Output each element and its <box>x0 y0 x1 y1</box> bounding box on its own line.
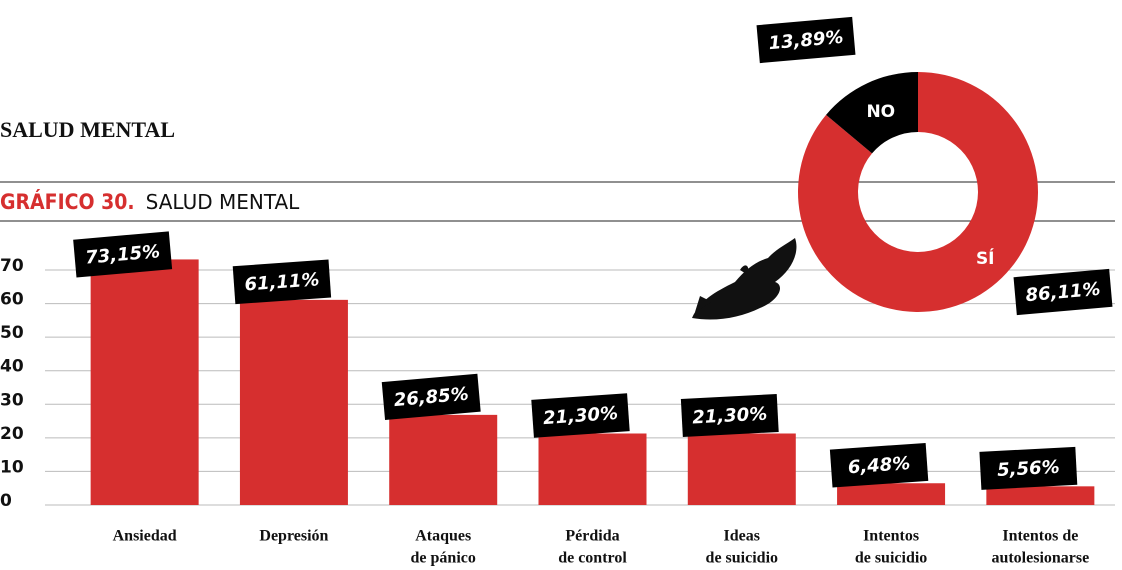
bar <box>687 433 796 505</box>
value-label: 86,11% <box>1013 268 1113 316</box>
value-label-box <box>1013 268 1113 316</box>
bar <box>90 259 199 505</box>
x-tick-label: Intentos <box>863 528 919 545</box>
value-label: 26,85% <box>381 373 481 420</box>
pie-slice <box>826 72 918 154</box>
y-tick-label: 40 <box>0 357 24 377</box>
value-label-box <box>829 442 929 488</box>
y-tick-label: 20 <box>0 424 24 444</box>
bar <box>389 414 498 505</box>
value-label: 21,30% <box>680 394 779 437</box>
chart-label: GRÁFICO 30. <box>0 189 135 214</box>
value-label-text: 61,11% <box>244 269 320 295</box>
bar <box>837 483 946 505</box>
value-label: 6,48% <box>829 442 929 488</box>
y-tick-label: 70 <box>0 256 24 276</box>
x-tick-label: Depresión <box>259 528 328 545</box>
arrow-scribble <box>692 238 797 320</box>
value-label: 73,15% <box>73 231 173 278</box>
x-tick-label: Ansiedad <box>113 528 177 545</box>
bar <box>986 486 1095 505</box>
y-tick-label: 30 <box>0 390 24 410</box>
x-tick-label: autolesionarse <box>991 550 1089 567</box>
value-label: 5,56% <box>979 446 1078 490</box>
value-label-text: 5,56% <box>997 457 1060 481</box>
value-label: 21,30% <box>531 393 630 438</box>
value-label-box <box>979 446 1078 490</box>
value-label: 13,89% <box>756 16 856 64</box>
y-tick-label: 0 <box>0 491 12 511</box>
value-label-box <box>531 393 630 438</box>
y-tick-label: 50 <box>0 323 24 343</box>
pie-slice <box>798 72 1039 313</box>
slice-label: SÍ <box>976 247 995 269</box>
y-tick-label: 10 <box>0 457 24 477</box>
bar <box>538 433 647 505</box>
chart-title: SALUD MENTAL <box>146 190 300 214</box>
slice-label: NO <box>866 102 895 122</box>
value-label-text: 21,30% <box>692 404 768 429</box>
bar <box>239 299 348 505</box>
value-label-box <box>381 373 481 420</box>
x-tick-label: de suicidio <box>706 550 778 567</box>
section-heading: SALUD MENTAL <box>0 117 175 142</box>
value-label-box <box>756 16 856 64</box>
x-tick-label: Ideas <box>724 528 760 545</box>
value-label-box <box>680 394 779 437</box>
x-tick-label: de pánico <box>411 550 476 567</box>
value-label: 61,11% <box>232 259 332 305</box>
x-tick-label: Pérdida <box>565 528 619 545</box>
x-tick-label: Intentos de <box>1002 528 1078 545</box>
value-label-box <box>232 259 332 305</box>
x-tick-label: de suicidio <box>855 550 927 567</box>
x-tick-label: Ataques <box>415 528 471 545</box>
value-label-box <box>73 231 173 278</box>
y-tick-label: 60 <box>0 290 24 310</box>
x-tick-label: de control <box>558 550 627 567</box>
arrow-head <box>695 296 712 312</box>
value-label-text: 21,30% <box>542 403 618 429</box>
value-label-text: 6,48% <box>847 453 911 478</box>
chart-caption: GRÁFICO 30. SALUD MENTAL <box>0 189 300 214</box>
